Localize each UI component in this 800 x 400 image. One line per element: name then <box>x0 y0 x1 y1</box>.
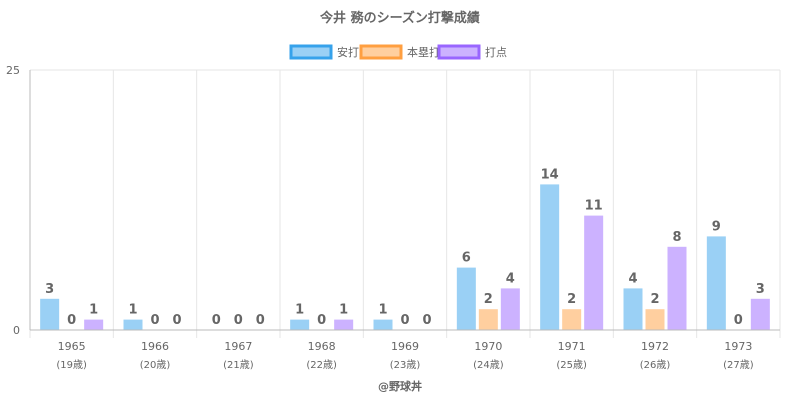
bar-1971-0[interactable] <box>540 184 560 330</box>
legend-swatch <box>289 44 333 60</box>
data-label: 3 <box>45 282 54 297</box>
legend-label: 打点 <box>485 45 507 59</box>
x-tick-sublabel: (23歳) <box>390 359 421 371</box>
x-tick-sublabel: (19歳) <box>56 359 87 371</box>
x-tick-sublabel: (22歳) <box>306 359 337 371</box>
bar-1970-0[interactable] <box>456 267 476 330</box>
data-label: 0 <box>67 313 76 328</box>
bar-1965-0[interactable] <box>40 298 60 330</box>
data-label: 0 <box>400 313 409 328</box>
bar-1972-1[interactable] <box>645 309 665 330</box>
data-label: 4 <box>628 271 637 286</box>
data-label: 0 <box>150 313 159 328</box>
bar-1971-1[interactable] <box>562 309 582 330</box>
legend-label: 安打 <box>337 45 359 59</box>
bar-1968-2[interactable] <box>334 319 354 330</box>
data-label: 0 <box>234 313 243 328</box>
data-label: 1 <box>339 303 348 318</box>
x-tick-sublabel: (26歳) <box>640 359 671 371</box>
bar-1965-2[interactable] <box>84 319 104 330</box>
x-tick-sublabel: (27歳) <box>723 359 754 371</box>
data-label: 1 <box>128 303 137 318</box>
y-tick-label: 0 <box>13 324 20 337</box>
x-tick-label: 1972 <box>641 340 669 353</box>
data-label: 2 <box>484 292 493 307</box>
x-tick-label: 1966 <box>141 340 169 353</box>
data-label: 8 <box>672 230 681 245</box>
x-tick-label: 1971 <box>558 340 586 353</box>
legend-item-1[interactable]: 本塁打 <box>359 44 440 60</box>
data-label: 3 <box>756 282 765 297</box>
data-label: 0 <box>734 313 743 328</box>
data-label: 0 <box>172 313 181 328</box>
legend-item-2[interactable]: 打点 <box>437 44 507 60</box>
data-label: 1 <box>89 303 98 318</box>
bar-1972-0[interactable] <box>623 288 643 330</box>
x-tick-label: 1968 <box>308 340 336 353</box>
data-label: 6 <box>462 251 471 266</box>
x-tick-sublabel: (20歳) <box>140 359 171 371</box>
y-tick-label: 25 <box>6 64 20 77</box>
bar-1970-1[interactable] <box>478 309 498 330</box>
data-label: 14 <box>541 167 559 182</box>
data-label: 11 <box>585 199 603 214</box>
bar-1973-0[interactable] <box>706 236 726 330</box>
x-tick-sublabel: (25歳) <box>556 359 587 371</box>
x-tick-sublabel: (21歳) <box>223 359 254 371</box>
bar-1971-2[interactable] <box>584 215 604 330</box>
x-tick-label: 1970 <box>474 340 502 353</box>
x-tick-label: 1965 <box>58 340 86 353</box>
data-label: 0 <box>317 313 326 328</box>
chart-title: 今井 務のシーズン打撃成績 <box>319 10 480 26</box>
bar-1968-0[interactable] <box>290 319 310 330</box>
data-label: 0 <box>422 313 431 328</box>
bar-1966-0[interactable] <box>123 319 143 330</box>
data-label: 9 <box>712 219 721 234</box>
bar-1972-2[interactable] <box>667 246 687 330</box>
legend-swatch <box>437 44 481 60</box>
data-label: 1 <box>295 303 304 318</box>
legend-label: 本塁打 <box>407 45 440 59</box>
data-label: 2 <box>567 292 576 307</box>
data-label: 1 <box>378 303 387 318</box>
bar-1970-2[interactable] <box>500 288 520 330</box>
bar-1969-0[interactable] <box>373 319 393 330</box>
legend-item-0[interactable]: 安打 <box>289 44 359 60</box>
data-label: 0 <box>212 313 221 328</box>
legend: 安打 本塁打 打点 <box>289 44 507 60</box>
data-label: 0 <box>256 313 265 328</box>
footer-credit: @野球丼 <box>378 379 422 393</box>
x-tick-sublabel: (24歳) <box>473 359 504 371</box>
x-tick-label: 1969 <box>391 340 419 353</box>
legend-swatch <box>359 44 403 60</box>
x-tick-label: 1967 <box>224 340 252 353</box>
x-axis: 1965 (19歳) 1966 (20歳) 1967 (21歳) 1968 (22歳) 1969… <box>30 329 780 371</box>
bars <box>40 184 770 330</box>
y-axis: 0 25 <box>6 64 31 337</box>
data-label: 4 <box>506 271 515 286</box>
bar-1973-2[interactable] <box>750 298 770 330</box>
x-tick-label: 1973 <box>724 340 752 353</box>
data-label: 2 <box>650 292 659 307</box>
